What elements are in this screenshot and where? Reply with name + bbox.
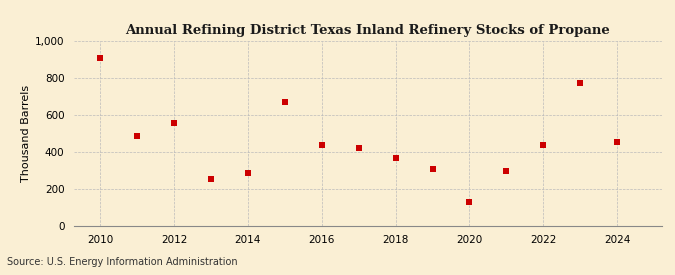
Point <box>205 176 216 181</box>
Point <box>427 167 438 172</box>
Point <box>538 143 549 148</box>
Point <box>132 134 142 138</box>
Text: Source: U.S. Energy Information Administration: Source: U.S. Energy Information Administ… <box>7 257 238 267</box>
Point <box>169 121 180 125</box>
Point <box>353 146 364 150</box>
Point <box>575 81 586 85</box>
Point <box>390 156 401 160</box>
Y-axis label: Thousand Barrels: Thousand Barrels <box>21 85 31 182</box>
Point <box>279 100 290 104</box>
Point <box>612 139 622 144</box>
Point <box>242 171 253 175</box>
Point <box>95 56 105 60</box>
Point <box>501 169 512 173</box>
Title: Annual Refining District Texas Inland Refinery Stocks of Propane: Annual Refining District Texas Inland Re… <box>126 24 610 37</box>
Point <box>317 143 327 148</box>
Point <box>464 199 475 204</box>
